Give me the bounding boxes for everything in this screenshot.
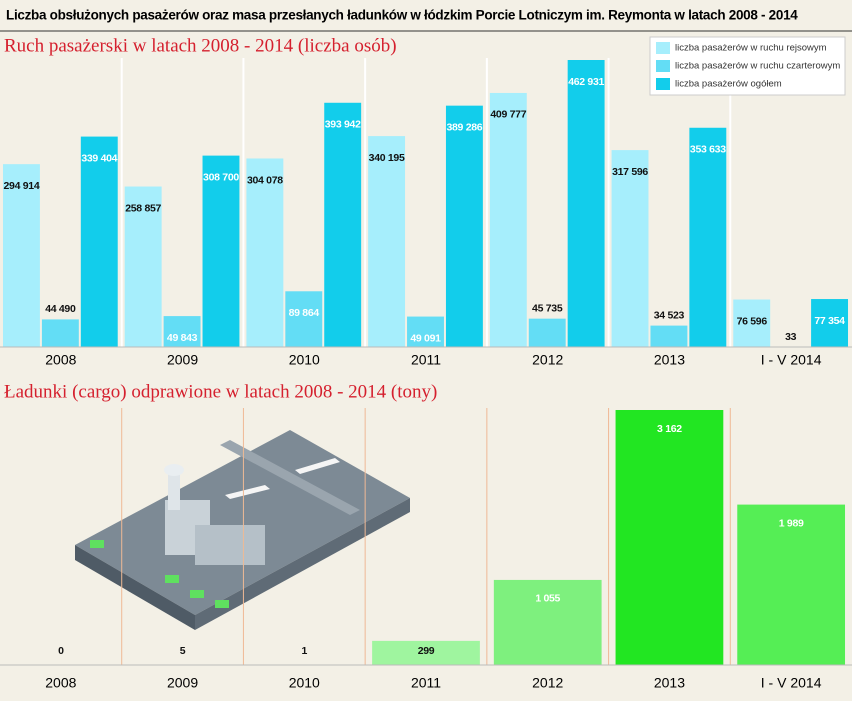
- bar: [163, 316, 201, 347]
- x-tick-label: 2009: [167, 352, 198, 368]
- value-label: 294 914: [4, 180, 40, 192]
- value-label: 304 078: [247, 174, 283, 186]
- x-tick-label: 2008: [45, 352, 76, 368]
- legend-swatch: [656, 78, 670, 90]
- value-label: 353 633: [690, 144, 726, 156]
- bar: [407, 316, 444, 347]
- x-tick-label: 2010: [289, 352, 320, 368]
- value-label: 5: [180, 645, 186, 657]
- value-label: 339 404: [81, 152, 117, 164]
- x-tick-label: 2012: [532, 675, 563, 691]
- airport-illustration: [75, 430, 410, 630]
- value-label: 45 735: [532, 302, 563, 314]
- bar: [528, 318, 566, 347]
- bar: [246, 158, 284, 347]
- bar: [493, 579, 602, 665]
- bar: [372, 640, 480, 665]
- bar: [2, 164, 40, 347]
- value-label: 462 931: [568, 76, 604, 88]
- value-label: 258 857: [125, 202, 161, 214]
- legend-label: liczba pasażerów ogółem: [675, 79, 782, 90]
- bar: [285, 291, 323, 347]
- bar: [567, 60, 605, 347]
- bar: [324, 102, 362, 347]
- value-label: 89 864: [289, 307, 320, 319]
- value-label: 299: [418, 645, 435, 657]
- bar: [689, 127, 727, 347]
- bar: [80, 136, 118, 347]
- x-tick-label: 2012: [532, 352, 563, 368]
- value-label: 49 843: [167, 332, 198, 344]
- bar: [611, 150, 649, 347]
- legend-box: [649, 36, 846, 96]
- bar: [202, 155, 240, 347]
- bar: [811, 299, 849, 347]
- legend-label: liczba pasażerów w ruchu czarterowym: [675, 61, 840, 72]
- x-tick-label: 2013: [654, 352, 685, 368]
- x-tick-label: 2009: [167, 675, 198, 691]
- x-tick-label: 2013: [654, 675, 685, 691]
- value-label: 393 942: [325, 119, 361, 131]
- value-label: 1 055: [535, 593, 560, 605]
- bar: [615, 410, 724, 665]
- value-label: 308 700: [203, 171, 239, 183]
- x-tick-label: I - V 2014: [761, 675, 822, 691]
- x-tick-label: 2011: [411, 675, 441, 691]
- value-label: 77 354: [814, 315, 845, 327]
- bar: [41, 319, 79, 347]
- legend-label: liczba pasażerów w ruchu rejsowym: [675, 43, 827, 54]
- bar: [489, 92, 527, 347]
- main-title: Liczba obsłużonych pasażerów oraz masa p…: [6, 8, 798, 23]
- x-tick-label: 2011: [411, 352, 441, 368]
- bar: [124, 186, 162, 347]
- value-label: 34 523: [654, 309, 685, 321]
- value-label: 3 162: [657, 423, 682, 435]
- value-label: 317 596: [612, 166, 648, 178]
- legend-swatch: [656, 42, 670, 54]
- bar: [733, 299, 771, 347]
- value-label: 33: [785, 331, 797, 343]
- value-label: 76 596: [737, 315, 768, 327]
- chart-title: Ruch pasażerski w latach 2008 - 2014 (li…: [4, 35, 397, 56]
- legend-swatch: [656, 60, 670, 72]
- value-label: 0: [58, 645, 64, 657]
- x-tick-label: 2010: [289, 675, 320, 691]
- bar: [368, 136, 406, 347]
- value-label: 1 989: [779, 517, 804, 529]
- x-tick-label: I - V 2014: [761, 352, 822, 368]
- bar: [650, 325, 688, 347]
- chart-title: Ładunki (cargo) odprawione w latach 2008…: [4, 381, 437, 402]
- value-label: 409 777: [490, 109, 526, 121]
- value-label: 49 091: [410, 332, 441, 344]
- bar: [445, 105, 483, 347]
- value-label: 389 286: [446, 121, 482, 133]
- value-label: 340 195: [369, 152, 405, 164]
- value-label: 44 490: [45, 303, 76, 315]
- value-label: 1: [302, 645, 308, 657]
- bar: [737, 504, 846, 665]
- x-tick-label: 2008: [45, 675, 76, 691]
